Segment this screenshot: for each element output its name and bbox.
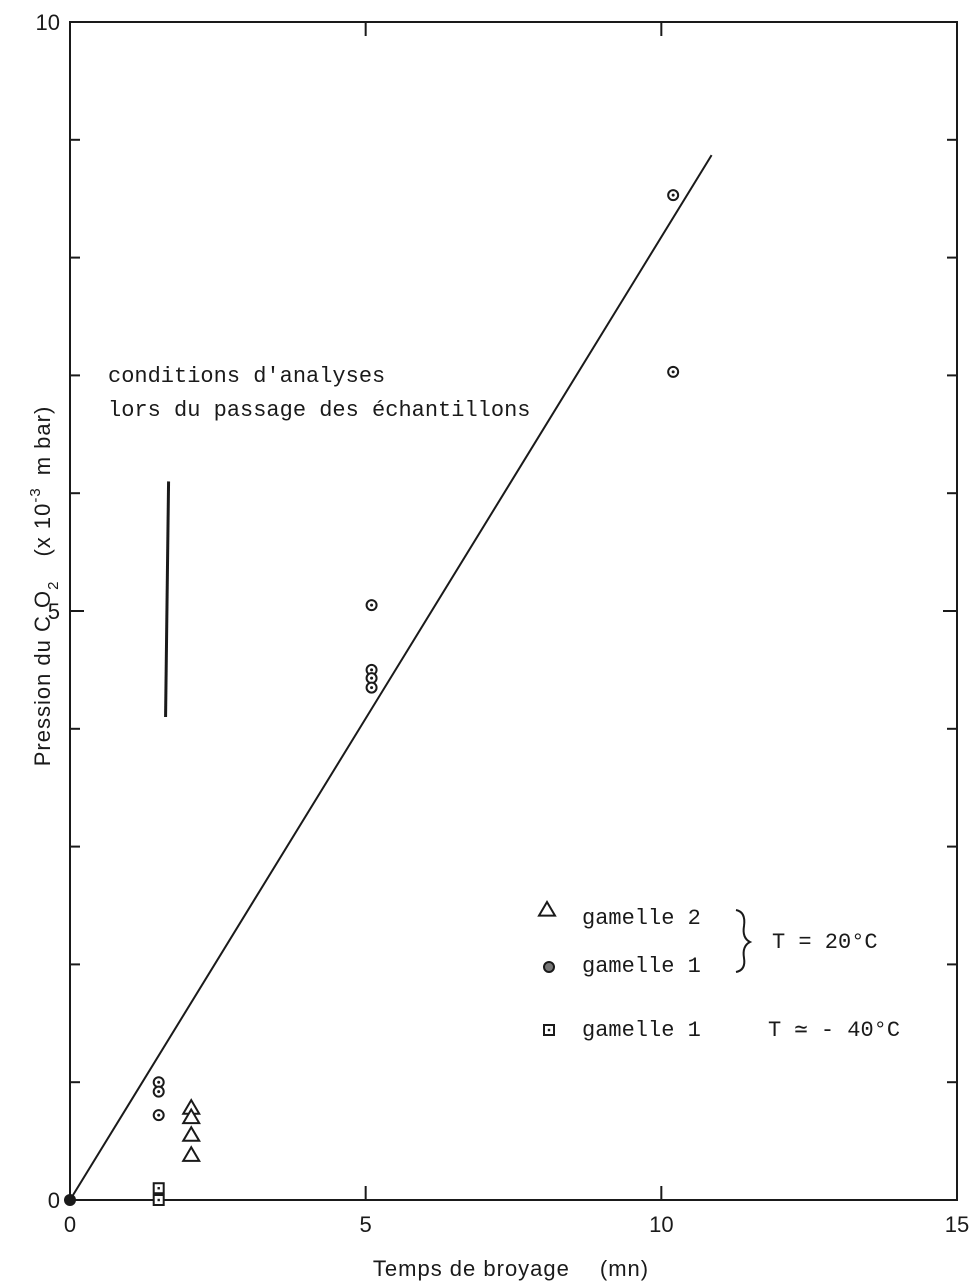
point-gamelle-1-s1-1-dot: [157, 1090, 161, 1094]
y-axis-label: Pression du C O: [30, 590, 55, 766]
point-gamelle-1-s1-8-dot: [671, 193, 675, 197]
legend-markers: [537, 900, 557, 1036]
point-gamelle-1-s1-4-dot: [370, 603, 374, 607]
x-axis-unit: (mn): [600, 1256, 649, 1281]
point-gamelle-1-s1-1: [152, 1085, 165, 1098]
point-gamelle-1-s2-0: [152, 1182, 165, 1195]
conditions-annotation-line-2: lors du passage des échantillons: [108, 398, 530, 423]
legend-temp-20: T = 20°C: [772, 930, 878, 955]
y-axis-unit-exponent: -3: [27, 487, 44, 502]
y-axis-label-subscript: 2: [45, 581, 62, 590]
y-tick-label-10: 10: [36, 10, 60, 35]
y-axis-unit-suffix: m bar): [30, 406, 55, 476]
legend-label-gamelle-1-20c: gamelle 1: [582, 954, 701, 979]
point-gamelle-1-s1-2: [152, 1109, 165, 1122]
tick-labels: 0 5 10 15 0 5 10: [36, 10, 970, 1237]
legend-brace: [735, 909, 753, 973]
point-gamelle-1-s2-1-dot: [157, 1198, 160, 1202]
x-tick-label-15: 15: [945, 1212, 969, 1237]
conditions-bar: [164, 481, 171, 718]
point-gamelle-1-s1-8: [667, 189, 680, 202]
point-gamelle-1-s1-4: [365, 599, 378, 612]
point-gamelle-1-s1-7-dot: [370, 686, 374, 690]
point-gamelle-1-s1-0-dot: [157, 1080, 161, 1084]
legend-label-gamelle-2: gamelle 2: [582, 906, 701, 931]
point-gamelle-1-s1-6-dot: [370, 676, 374, 680]
fit-line-group: [69, 154, 713, 1201]
legend-marker-triangle: [537, 900, 557, 917]
y-tick-label-5: 5: [48, 599, 60, 624]
x-tick-label-0: 0: [64, 1212, 76, 1237]
conditions-annotation-line-1: conditions d'analyses: [108, 364, 385, 389]
y-axis-unit-prefix: (x 10: [30, 503, 55, 557]
axis-ticks: [69, 21, 958, 1201]
data-points: [64, 189, 680, 1206]
conditions-bar-group: [164, 481, 171, 718]
x-tick-label-5: 5: [360, 1212, 372, 1237]
x-tick-label-10: 10: [649, 1212, 673, 1237]
legend: gamelle 2 gamelle 1 gamelle 1 T = 20°C T…: [537, 900, 900, 1043]
x-axis-label: Temps de broyage: [373, 1256, 570, 1281]
point-gamelle-1-s1-9-dot: [671, 370, 675, 374]
y-tick-label-0: 0: [48, 1188, 60, 1213]
point-gamelle-1-s2-0-dot: [157, 1187, 160, 1190]
point-gamelle-1-s1-5-dot: [370, 668, 374, 672]
point-gamelle-2-s0-1: [181, 1107, 201, 1125]
legend-marker-circle: [543, 961, 555, 973]
point-gamelle-2-s0-2: [181, 1125, 201, 1142]
point-gamelle-1-s1-9: [667, 365, 680, 378]
legend-marker-circle-ring: [543, 961, 555, 973]
point-gamelle-1-s1-3: [64, 1194, 76, 1206]
legend-marker-square: [543, 1024, 555, 1036]
legend-temp-minus40: T ≃ - 40°C: [768, 1018, 900, 1043]
legend-marker-square-dot: [547, 1028, 551, 1032]
point-gamelle-1-s2-1: [152, 1194, 165, 1206]
point-gamelle-1-s1-7: [365, 681, 378, 694]
x-axis-title: Temps de broyage (mn): [373, 1256, 649, 1281]
legend-label-gamelle-1-minus40c: gamelle 1: [582, 1018, 701, 1043]
point-gamelle-1-s1-2-dot: [157, 1113, 161, 1117]
fit-line: [69, 154, 713, 1201]
point-gamelle-2-s0-3: [181, 1145, 201, 1162]
y-axis-title: Pression du C O2 (x 10-3 m bar): [27, 406, 62, 767]
